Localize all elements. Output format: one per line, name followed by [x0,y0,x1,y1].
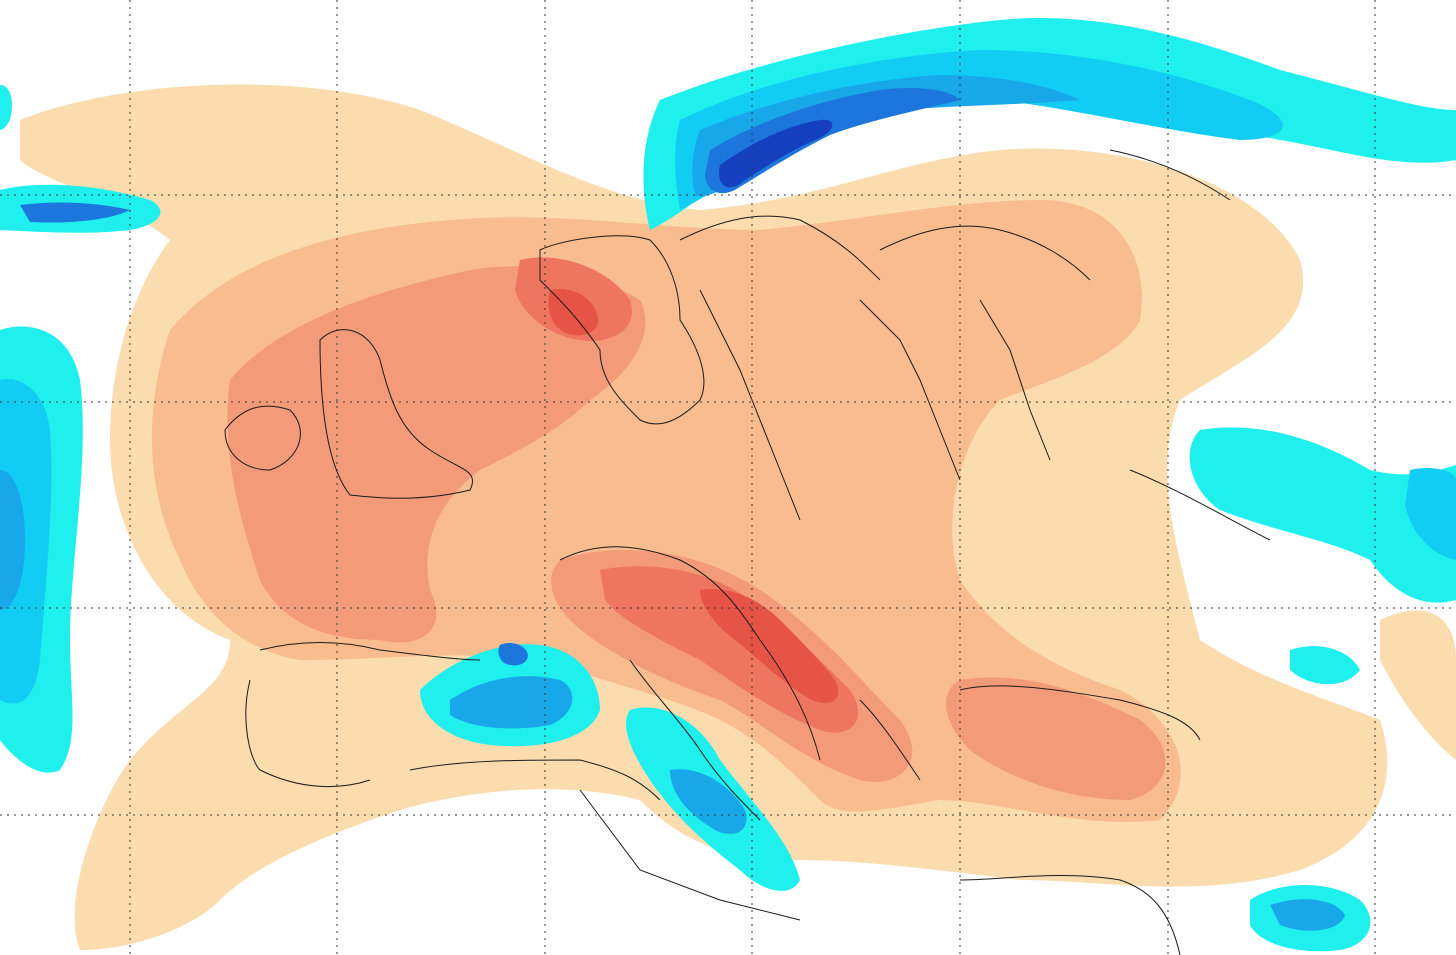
country-borders [224,149,1271,955]
anomaly-warm-level-3c [946,677,1166,800]
anomaly-cold-atlantic-2 [0,379,52,704]
anomaly-cold-caucasus [1290,646,1360,685]
anomaly-cold-east-1 [1189,427,1456,603]
anomaly-cold-level-2 [675,50,1283,210]
anomaly-cold-level-3 [692,75,1080,197]
anomaly-cold-ionian-2 [670,769,747,834]
anomaly-cold-level-4 [705,88,960,194]
anomaly-cold-genoa [498,643,528,666]
anomaly-cold-east-2 [1405,468,1456,560]
anomaly-cold-top-left-edge [0,85,12,130]
anomaly-warm-level-5b [700,589,839,704]
anomaly-warm-level-5 [548,289,599,336]
anomaly-cold-greenland-2 [20,202,130,223]
anomaly-cold-atlantic-3 [0,470,25,610]
anomaly-cold-level-5 [719,119,833,188]
anomaly-warm-level-4b [600,566,859,733]
anomaly-warm-level-1b [1380,610,1456,760]
anomaly-cold-southeast-2 [1270,899,1345,931]
anomaly-cold-med-west-2 [450,676,573,729]
